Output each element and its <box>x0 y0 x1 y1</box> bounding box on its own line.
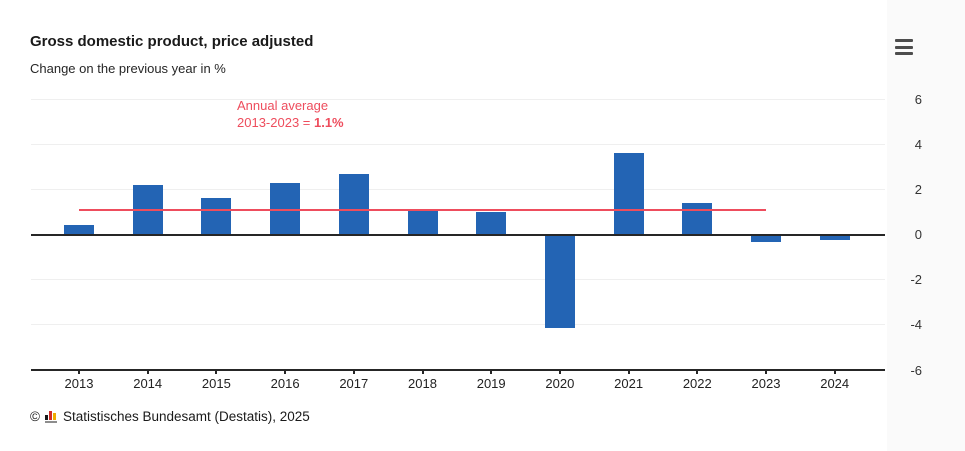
plot-area: Annual average 2013-2023 = 1.1% 6 4 2 0 -2 -4… <box>31 92 922 391</box>
copyright-symbol: © <box>30 408 40 424</box>
page-margin-background <box>887 0 965 451</box>
bar-2024[interactable] <box>819 235 850 241</box>
zero-line <box>31 233 885 236</box>
x-axis-tick <box>558 369 561 374</box>
x-axis-tick <box>215 369 218 374</box>
gridline <box>31 188 885 190</box>
average-annotation-value: 1.1% <box>313 115 344 130</box>
x-axis-tick <box>627 369 630 374</box>
x-axis-tick <box>146 369 149 374</box>
bar-2016[interactable] <box>270 182 301 235</box>
y-axis-tick-label: 0 <box>914 227 922 242</box>
x-axis-label-2014: 2014 <box>133 376 163 391</box>
y-axis-tick-label: 4 <box>914 136 922 152</box>
average-annotation-line1: Annual average <box>237 98 329 113</box>
x-axis-tick <box>833 369 836 374</box>
hamburger-bar <box>895 39 913 42</box>
x-axis-label-2021: 2021 <box>614 376 644 391</box>
x-axis-label-2022: 2022 <box>682 376 712 391</box>
bar-2023[interactable] <box>751 235 781 243</box>
x-axis-tick <box>352 369 355 374</box>
x-axis-label-2019: 2019 <box>476 376 506 391</box>
y-axis-tick-label: -4 <box>910 317 922 333</box>
average-annotation-line2: 2013-2023 = <box>237 115 314 130</box>
x-axis-tick <box>421 369 424 374</box>
average-annotation: Annual average 2013-2023 = 1.1% <box>237 97 344 131</box>
x-axis-label-2017: 2017 <box>339 376 369 391</box>
bar-2015[interactable] <box>201 198 232 235</box>
x-axis-tick <box>765 369 767 374</box>
destatis-logo-icon <box>44 409 58 423</box>
gridline <box>31 98 885 100</box>
gridline <box>31 279 885 281</box>
source-text: Statistisches Bundesamt (Destatis), 2025 <box>62 408 310 424</box>
hamburger-bar <box>895 45 913 49</box>
y-axis-tick-label: 6 <box>914 91 922 107</box>
annual-average-line <box>79 208 766 211</box>
x-axis-label-2020: 2020 <box>545 376 575 391</box>
chart-title: Gross domestic product, price adjusted <box>30 33 314 50</box>
y-axis-tick-label: -2 <box>910 272 922 288</box>
x-axis-tick <box>490 369 493 374</box>
hamburger-menu-icon[interactable] <box>893 38 915 56</box>
bar-2022[interactable] <box>682 202 713 235</box>
bar-2020[interactable] <box>544 235 575 329</box>
x-axis-label-2024: 2024 <box>820 376 850 391</box>
x-axis-line <box>31 369 885 371</box>
x-axis-label-2018: 2018 <box>408 376 437 391</box>
x-axis-tick <box>284 369 287 374</box>
chart-subtitle: Change on the previous year in % <box>30 61 226 76</box>
x-axis-tick <box>696 369 699 374</box>
gridline <box>31 143 885 145</box>
bar-2013[interactable] <box>64 225 94 235</box>
x-axis-label-2013: 2013 <box>64 376 94 391</box>
x-axis-tick <box>78 369 80 374</box>
gridline <box>31 324 885 326</box>
y-axis-tick-label: 2 <box>914 181 922 197</box>
x-axis-label-2023: 2023 <box>751 376 781 391</box>
bar-2019[interactable] <box>476 211 507 235</box>
hamburger-bar <box>895 52 913 55</box>
x-axis-label-2015: 2015 <box>201 376 231 391</box>
bar-2018[interactable] <box>407 209 438 235</box>
x-axis-label-2016: 2016 <box>270 376 300 391</box>
bar-2021[interactable] <box>613 153 644 235</box>
bar-2017[interactable] <box>338 173 369 235</box>
y-axis-tick-label: -6 <box>910 362 922 378</box>
source-footer: © Statistisches Bundesamt (Destatis), 20… <box>30 407 310 425</box>
